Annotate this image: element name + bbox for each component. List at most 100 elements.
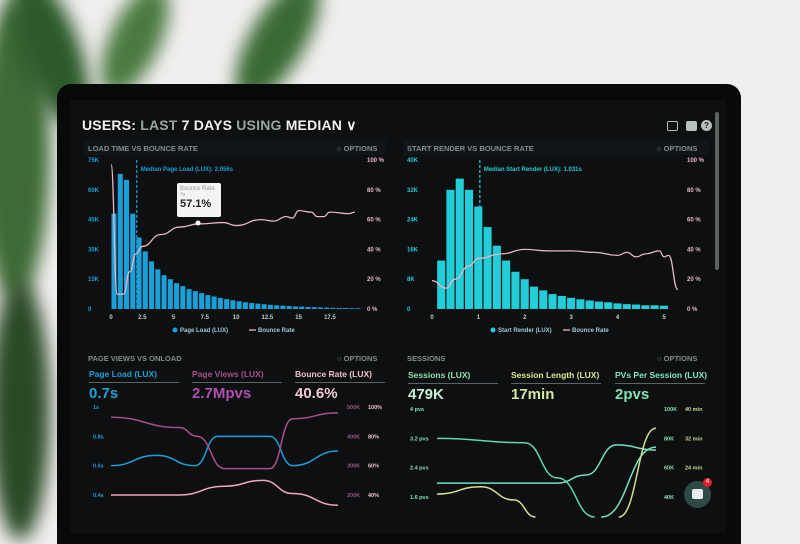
bar (111, 213, 117, 309)
y2-tick-label: 40 % (687, 247, 701, 253)
y-tick-label: 0.6s (93, 464, 104, 470)
y2-tick-label: 100 % (687, 158, 705, 164)
bar (124, 179, 130, 309)
bounce-rate-line (110, 163, 355, 295)
bar (355, 308, 361, 309)
metric-value: 40.6% (295, 385, 338, 402)
options-button[interactable]: ○ OPTIONS (657, 144, 698, 153)
scrollbar[interactable] (715, 112, 719, 270)
x-tick-label: 17.5 (324, 315, 336, 321)
legend-marker (490, 327, 496, 333)
legend-label: Page Load (LUX) (180, 328, 228, 334)
x-tick-label: 7.5 (201, 315, 210, 321)
bar (622, 304, 631, 309)
y2-tick-label: 40 % (367, 247, 381, 253)
legend-label: Bounce Rate (258, 328, 295, 334)
options-button[interactable]: ○ OPTIONS (657, 354, 698, 363)
divider (408, 383, 498, 384)
series-line (436, 444, 657, 484)
charts-layer: Median Page Load (LUX): 2.056s 0 15K 30K 45K… (88, 158, 705, 518)
y2-tick-label: 60 % (367, 218, 381, 224)
bar (324, 307, 330, 309)
x-tick-label: 4 (616, 315, 620, 321)
divider (295, 382, 385, 383)
x-tick-label: 0 (109, 315, 113, 321)
x-tick-label: 0 (430, 315, 434, 321)
options-button[interactable]: ○ OPTIONS (337, 144, 378, 153)
y3-tick-label: 24 min (685, 466, 703, 472)
share-icon[interactable] (686, 121, 697, 131)
options-button[interactable]: ○ OPTIONS (337, 354, 378, 363)
bar (585, 300, 594, 309)
bar (249, 303, 255, 309)
y2-tick-label: 400K (347, 434, 360, 440)
y2-tick-label: 0 % (367, 307, 378, 313)
bar (349, 308, 355, 309)
metric-value: 2pvs (615, 386, 650, 403)
y2-tick-label: 80 % (687, 188, 701, 194)
bar (149, 261, 155, 309)
bar (174, 283, 180, 309)
chart-title: START RENDER VS BOUNCE RATE (407, 144, 534, 153)
chevron-down-icon[interactable]: ∨ (346, 117, 357, 133)
bar (161, 275, 167, 309)
y2-tick-label: 200K (347, 493, 360, 499)
chat-icon (692, 489, 703, 499)
title-last: LAST (140, 117, 178, 133)
bar (650, 305, 659, 309)
y-tick-label: 1s (93, 405, 99, 411)
bar (142, 251, 148, 309)
y-tick-label: 8K (407, 277, 415, 283)
x-tick-label: 12.5 (262, 315, 274, 321)
bar (511, 271, 520, 309)
bar (613, 303, 622, 309)
help-icon[interactable]: ? (701, 120, 712, 131)
bar (502, 260, 511, 309)
divider (615, 383, 705, 384)
x-tick-label: 3 (570, 315, 574, 321)
bar (205, 295, 211, 309)
tooltip-sub: 7s (180, 192, 186, 198)
monitor-icon[interactable] (667, 121, 678, 131)
x-tick-label: 5 (662, 315, 666, 321)
y2-tick-label: 80 % (367, 188, 381, 194)
y-tick-label: 0 (407, 307, 411, 313)
tooltip: Bounce Rate 7s 57.1% (177, 183, 221, 217)
x-tick-label: 15 (295, 315, 302, 321)
y3-tick-label: 40 min (685, 407, 703, 413)
bar (242, 302, 248, 309)
median-annotation: Median Page Load (LUX): 2.056s (141, 167, 234, 173)
y3-tick-label: 32 min (685, 436, 703, 442)
bar (437, 260, 446, 309)
bar (267, 304, 273, 309)
bar (604, 302, 613, 309)
metric-label: Sessions (LUX) (408, 370, 471, 380)
chat-button[interactable]: 4 (684, 478, 712, 508)
dashboard-screen (70, 100, 726, 533)
bar (557, 295, 566, 309)
y2-tick-label: 300K (347, 464, 360, 470)
bar (529, 286, 539, 309)
bar (211, 296, 217, 309)
y2-tick-label: 60 % (687, 218, 701, 224)
metric-value: 17min (511, 386, 555, 403)
y-tick-label: 75K (88, 158, 100, 164)
metric-value: 2.7Mpvs (192, 385, 252, 402)
title-range: 7 DAYS (181, 117, 233, 133)
x-tick-label: 5 (172, 315, 176, 321)
y-tick-label: 60K (88, 188, 100, 194)
bar (136, 237, 142, 309)
divider (89, 382, 179, 383)
y3-tick-label: 40% (368, 493, 379, 499)
divider (192, 382, 282, 383)
page-title[interactable]: USERS: LAST 7 DAYS USING MEDIAN ∨ (82, 117, 357, 134)
metric-label: Page Load (LUX) (89, 369, 158, 379)
bar (180, 286, 186, 309)
bar (520, 279, 529, 309)
series-line (111, 479, 339, 507)
series-line (436, 485, 536, 518)
bar (317, 307, 323, 309)
metric-label: Bounce Rate (LUX) (295, 369, 372, 379)
y-tick-label: 2.4 pvs (410, 466, 429, 472)
y-tick-label: 3.2 pvs (410, 436, 429, 442)
